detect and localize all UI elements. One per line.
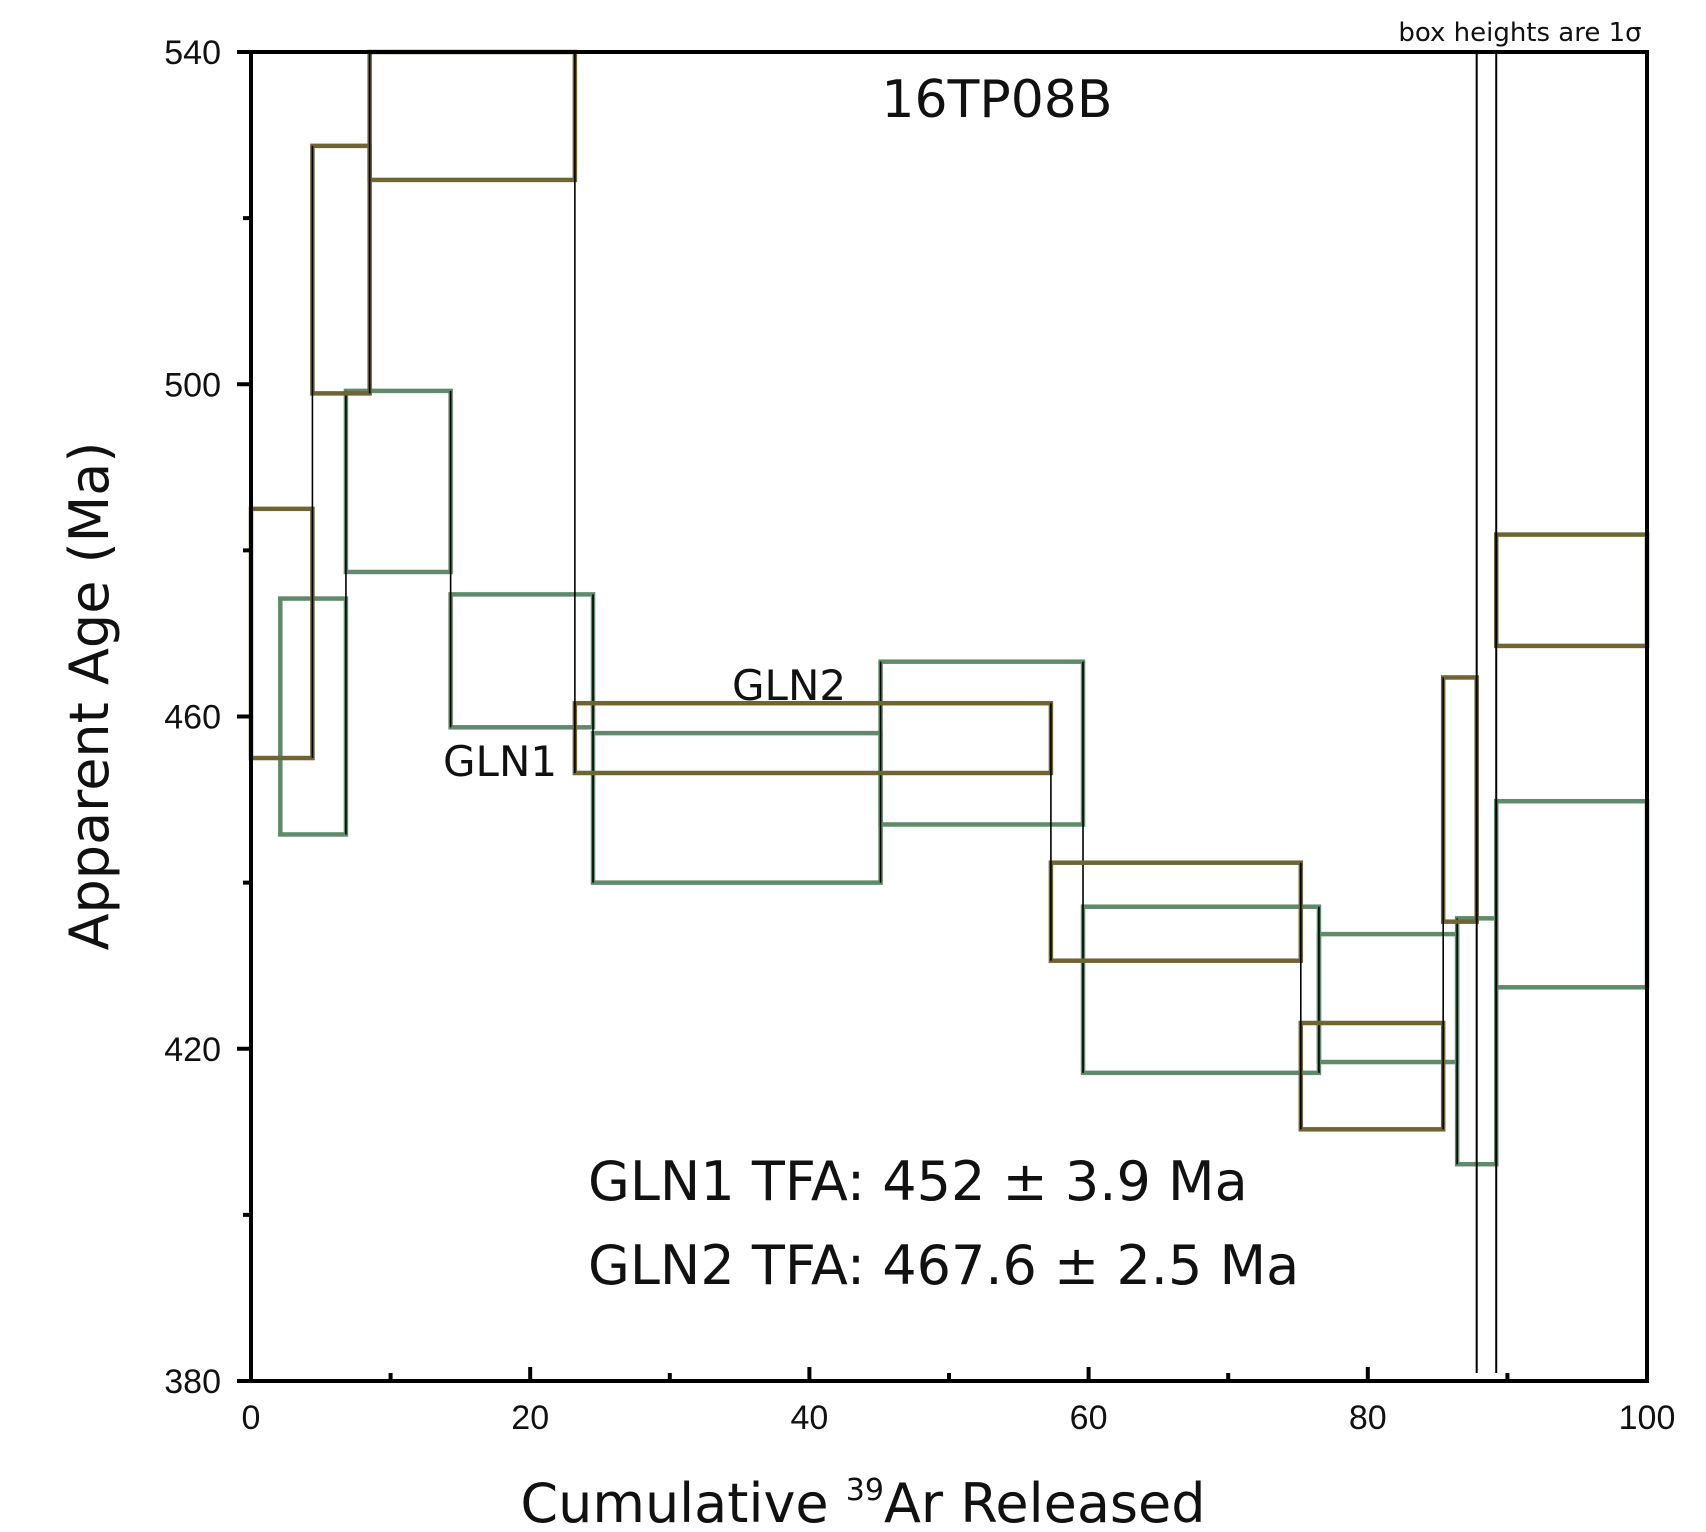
data-boxes	[248, 49, 1650, 1167]
x-tick-label-80: 80	[1349, 1399, 1387, 1437]
y-tick-label-420: 420	[164, 1031, 221, 1069]
x-axis-title: Cumulative 39Ar Released	[520, 1472, 1205, 1532]
gln1-step-box-9	[1493, 798, 1650, 990]
x-tick-label-0: 0	[242, 1399, 261, 1437]
x-tick-label-60: 60	[1070, 1399, 1108, 1437]
series-label-gln2: GLN2	[732, 661, 846, 710]
gln1-step-box-4	[590, 730, 883, 885]
box-height-note: box heights are 1σ	[1398, 18, 1641, 48]
y-tick-label-540: 540	[164, 34, 221, 72]
gln2-step-box-2	[310, 143, 372, 396]
gln2-step-box-7	[1440, 675, 1479, 924]
chart-title: 16TP08B	[881, 70, 1112, 130]
x-tick-label-100: 100	[1619, 1399, 1676, 1437]
gln2-tfa-annotation: GLN2 TFA: 467.6 ± 2.5 Ma	[588, 1234, 1299, 1297]
gln1-tfa-annotation: GLN1 TFA: 452 ± 3.9 Ma	[588, 1150, 1248, 1213]
gln2-step-box-3	[367, 49, 578, 183]
x-axis-title-superscript: 39	[846, 1473, 884, 1508]
gln1-step-box-3	[448, 592, 596, 730]
x-tick-label-20: 20	[511, 1399, 549, 1437]
gln1-step-box-2	[343, 388, 453, 575]
y-tick-label-500: 500	[164, 366, 221, 404]
x-axis-title-suffix: Ar Released	[884, 1472, 1206, 1532]
axes: 380 420 460 500 540 0 20 40 60 80 100	[164, 34, 1675, 1437]
y-tick-label-380: 380	[164, 1363, 221, 1401]
gln2-step-box-6	[1298, 1020, 1446, 1132]
gln1-step-box-6	[1080, 904, 1322, 1076]
y-axis-title: Apparent Age (Ma)	[58, 442, 121, 951]
gln2-step-box-8	[1493, 532, 1650, 649]
x-tick-label-40: 40	[790, 1399, 828, 1437]
series-label-gln1: GLN1	[443, 737, 557, 786]
x-axis-title-prefix: Cumulative	[520, 1472, 845, 1532]
y-tick-label-460: 460	[164, 699, 221, 737]
gln1-step-box-7	[1316, 931, 1460, 1065]
gln2-step-box-5	[1048, 860, 1304, 963]
cutoff-lines	[1475, 52, 1498, 1373]
gln2-step-box-4	[572, 700, 1054, 776]
